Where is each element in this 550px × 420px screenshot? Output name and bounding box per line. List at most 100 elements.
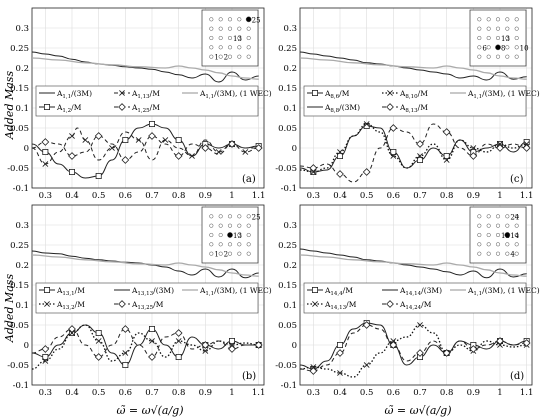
wec-device bbox=[218, 26, 223, 31]
wec-device bbox=[514, 232, 519, 238]
x-tick-label: 0.9 bbox=[467, 388, 481, 398]
array-inset: 25 13 1 2 bbox=[201, 9, 261, 67]
panel-b: -0.1 -0.05 0 0.05 0.1 0.15 0.2 0.25 0.3 0.3 0.4 0.5… bbox=[7, 204, 272, 398]
wec-device bbox=[209, 54, 214, 59]
data-point bbox=[94, 132, 103, 140]
wec-device bbox=[218, 214, 223, 219]
wec-device bbox=[486, 17, 491, 22]
x-tick-label: 0.8 bbox=[172, 191, 186, 201]
wec-device bbox=[514, 251, 519, 256]
x-tick-label: 0.7 bbox=[413, 191, 427, 201]
wec-device bbox=[227, 242, 233, 247]
panel-label: (b) bbox=[242, 371, 256, 382]
x-tick-label: 1 bbox=[497, 191, 502, 201]
data-point bbox=[201, 341, 210, 349]
data-point bbox=[390, 148, 397, 155]
x-tick-label: 0.6 bbox=[387, 191, 401, 201]
wec-device bbox=[218, 35, 223, 41]
wec-device bbox=[246, 251, 251, 256]
wec-device bbox=[227, 214, 233, 219]
legend-entry: A1,1/(3M) bbox=[56, 89, 92, 100]
x-tick-label: 0.8 bbox=[440, 191, 454, 201]
wec-device bbox=[218, 45, 223, 50]
legend-marker bbox=[386, 300, 394, 308]
inset-label: 25 bbox=[252, 213, 261, 221]
data-point bbox=[310, 364, 317, 370]
y-tick-label: 0.25 bbox=[10, 241, 29, 251]
wec-device bbox=[246, 54, 251, 59]
inset-label: 13 bbox=[233, 232, 242, 240]
wec-device bbox=[209, 35, 214, 41]
inset-label: 13 bbox=[501, 232, 510, 240]
data-point bbox=[149, 338, 155, 344]
data-point bbox=[148, 121, 155, 128]
array-inset: 24 13 14 4 bbox=[469, 206, 527, 264]
data-point bbox=[442, 128, 451, 136]
y-tick-label: 0.1 bbox=[15, 301, 29, 311]
legend-marker bbox=[44, 104, 51, 111]
wec-device bbox=[495, 251, 501, 256]
series-line bbox=[299, 322, 527, 370]
y-tick-label: 0.05 bbox=[10, 321, 29, 331]
x-tick-label: 0.6 bbox=[119, 191, 133, 201]
data-point bbox=[68, 152, 76, 160]
y-tick-label: 0.05 bbox=[278, 124, 297, 134]
legend-entry: A14,13/M bbox=[324, 300, 357, 311]
legend-entry: A8,10/M bbox=[399, 89, 428, 100]
data-point bbox=[42, 161, 49, 167]
y-tick-label: 0.15 bbox=[278, 84, 297, 94]
series-line bbox=[31, 57, 259, 80]
inset-label: 4 bbox=[510, 251, 515, 259]
wec-device bbox=[486, 45, 491, 50]
inset-label: 24 bbox=[510, 213, 519, 221]
legend-entry: A13,1/M bbox=[56, 286, 85, 297]
wec-device bbox=[495, 223, 501, 228]
data-point bbox=[175, 353, 182, 360]
y-tick-label: 0.3 bbox=[15, 24, 29, 34]
data-point bbox=[254, 341, 263, 349]
data-point bbox=[109, 145, 115, 151]
y-tick-label: 0.3 bbox=[283, 221, 297, 231]
wec-device bbox=[486, 54, 491, 59]
panel-c: -0.1 -0.05 0 0.05 0.1 0.15 0.2 0.25 0.3 0.3 0.4 0.5… bbox=[275, 7, 540, 201]
inset-label: 1 bbox=[214, 54, 218, 62]
wec-device bbox=[237, 35, 242, 41]
legend-entry: A1,1/(3M), (1 WEC) bbox=[199, 89, 272, 100]
series-line bbox=[31, 324, 259, 370]
wec-device bbox=[505, 223, 510, 228]
inset-label: 25 bbox=[252, 16, 261, 24]
data-point bbox=[202, 348, 209, 354]
data-point bbox=[121, 156, 130, 164]
series-line bbox=[31, 51, 259, 83]
y-tick-label: -0.1 bbox=[281, 381, 297, 391]
wec-device bbox=[477, 45, 482, 50]
wec-device bbox=[237, 232, 242, 238]
data-point bbox=[148, 132, 156, 140]
data-point bbox=[122, 350, 129, 356]
wec-device bbox=[218, 54, 223, 59]
x-tick-label: 0.6 bbox=[387, 388, 401, 398]
wec-device bbox=[495, 26, 501, 31]
x-tick-label: 0.5 bbox=[92, 191, 106, 201]
legend-entry: A13,25/M bbox=[131, 300, 164, 311]
x-tick-label: 0.3 bbox=[39, 388, 53, 398]
x-tick-label: 0.7 bbox=[145, 388, 159, 398]
y-tick-label: -0.05 bbox=[7, 164, 29, 174]
x-tick-label: 0.4 bbox=[65, 191, 79, 201]
panel-label: (c) bbox=[510, 174, 524, 185]
y-tick-label: 0.2 bbox=[283, 64, 297, 74]
x-tick-label: 1.1 bbox=[520, 388, 534, 398]
wec-device bbox=[495, 242, 501, 247]
inset-label: 2 bbox=[224, 251, 228, 259]
data-point bbox=[443, 157, 450, 163]
wec-device bbox=[246, 214, 251, 219]
wec-device bbox=[514, 223, 519, 228]
x-tick-label: 0.4 bbox=[333, 191, 347, 201]
wec-device bbox=[218, 242, 223, 247]
x-tick-label: 0.6 bbox=[119, 388, 133, 398]
legend-entry: A8,13/M bbox=[399, 103, 428, 114]
wec-device bbox=[495, 232, 501, 238]
data-point bbox=[174, 329, 183, 337]
y-tick-label: 0.05 bbox=[278, 321, 297, 331]
